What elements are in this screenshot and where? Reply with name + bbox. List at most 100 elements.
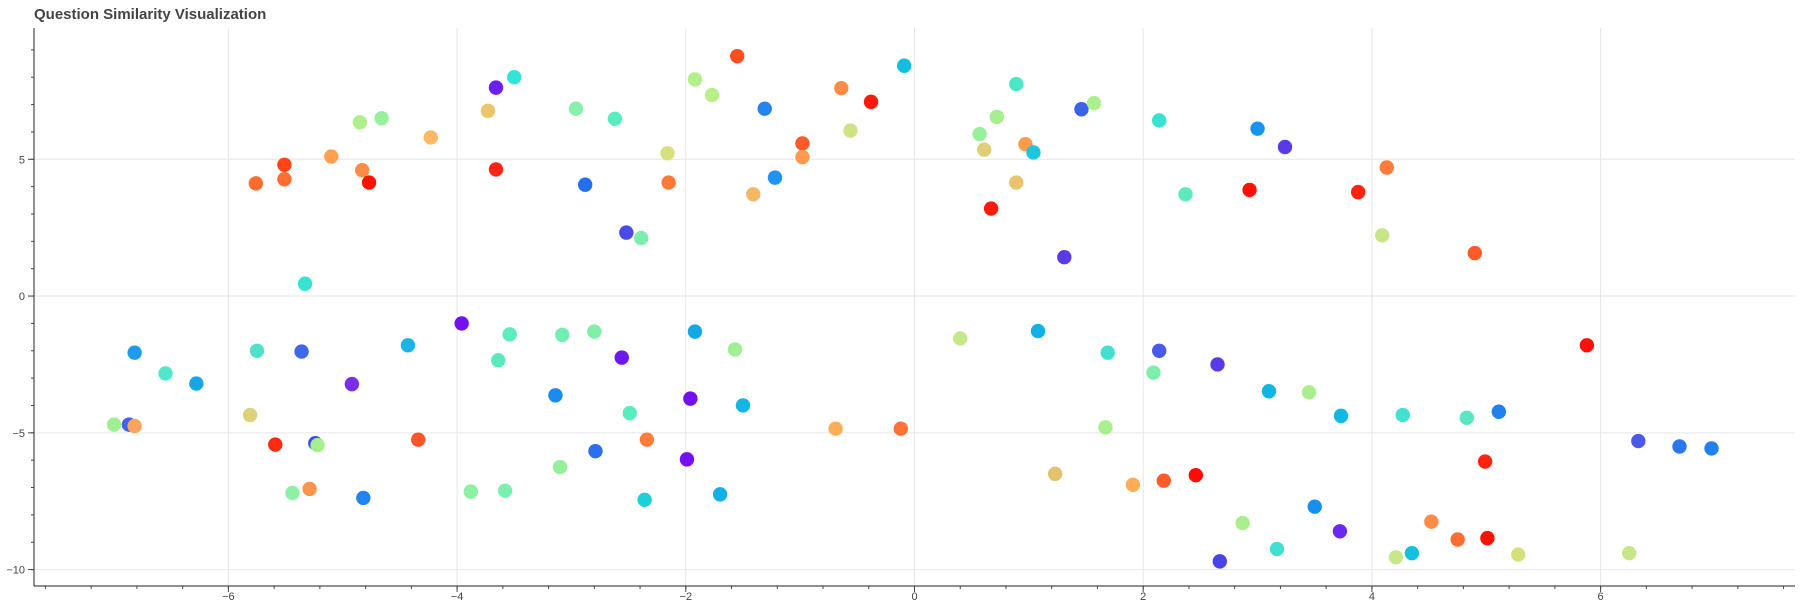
x-tick-label: 4: [1369, 591, 1375, 600]
data-point: [1250, 121, 1265, 136]
data-point: [1178, 187, 1193, 202]
data-point: [704, 87, 720, 103]
data-point: [1477, 454, 1493, 469]
data-point: [463, 484, 479, 499]
data-point: [1672, 439, 1687, 454]
data-point: [497, 483, 513, 499]
data-point: [1621, 545, 1637, 561]
data-point: [1379, 160, 1394, 175]
data-point: [687, 72, 703, 87]
data-point: [1631, 433, 1646, 449]
data-point: [577, 177, 593, 192]
data-point: [480, 103, 496, 119]
data-point: [622, 405, 637, 421]
data-point: [1210, 357, 1225, 372]
axes: −6 −4 −2 0 2 4 6 −10 −5 0 5: [6, 28, 1795, 600]
data-point: [1332, 524, 1348, 539]
data-point: [374, 111, 389, 126]
data-point: [1100, 345, 1115, 360]
y-tick-label: 0: [19, 291, 25, 303]
data-point: [1480, 530, 1495, 546]
data-point: [354, 163, 370, 178]
data-point: [683, 391, 698, 406]
data-point: [297, 276, 313, 291]
data-point: [687, 324, 703, 339]
data-point: [361, 175, 377, 190]
data-point: [344, 376, 360, 392]
data-point: [1098, 420, 1113, 435]
data-point: [1269, 541, 1285, 557]
data-point: [983, 201, 999, 216]
data-point: [454, 316, 469, 331]
x-tick-label: −6: [222, 591, 235, 600]
data-point: [488, 162, 504, 177]
data-point: [1125, 477, 1141, 492]
data-point: [679, 452, 695, 467]
data-point: [746, 187, 761, 202]
data-point: [1261, 384, 1277, 399]
data-point: [767, 170, 783, 185]
data-point: [1146, 365, 1161, 380]
data-point: [277, 157, 292, 172]
data-point: [660, 146, 675, 161]
data-point: [1047, 466, 1063, 482]
data-point: [502, 327, 517, 342]
data-point: [1450, 532, 1465, 547]
data-point: [843, 123, 858, 138]
x-tick-label: 2: [1140, 591, 1146, 600]
data-point: [294, 344, 309, 359]
data-point: [1152, 113, 1167, 128]
data-points: [106, 48, 1719, 569]
data-point: [127, 418, 142, 434]
y-tick-label: −10: [6, 565, 25, 577]
data-point: [1152, 343, 1167, 358]
data-point: [356, 490, 371, 506]
data-point: [1404, 545, 1420, 561]
data-point: [1086, 96, 1102, 111]
data-point: [953, 331, 968, 346]
data-point: [661, 175, 676, 190]
data-point: [989, 109, 1005, 125]
data-point: [1491, 404, 1507, 419]
data-point: [1057, 250, 1072, 265]
data-point: [1212, 554, 1228, 569]
data-point: [972, 126, 987, 142]
data-point: [1301, 385, 1317, 400]
data-point: [1424, 514, 1439, 529]
data-point: [189, 376, 204, 391]
data-point: [249, 343, 265, 358]
data-point: [1579, 338, 1595, 353]
data-point: [242, 407, 258, 423]
data-point: [1459, 410, 1475, 425]
data-point: [1511, 547, 1526, 562]
data-point: [1395, 407, 1410, 423]
data-point: [1030, 323, 1046, 339]
data-point: [712, 487, 728, 502]
data-point: [1188, 468, 1204, 483]
chart-title: Question Similarity Visualization: [34, 6, 267, 23]
data-point: [158, 366, 173, 381]
data-point: [1074, 102, 1089, 117]
data-point: [634, 230, 649, 246]
data-point: [1009, 175, 1024, 190]
data-point: [1374, 228, 1390, 243]
data-point: [863, 94, 879, 110]
x-tick-label: −4: [451, 591, 464, 600]
data-point: [302, 481, 317, 497]
data-point: [324, 149, 339, 164]
data-point: [757, 101, 772, 116]
data-point: [555, 327, 570, 343]
data-point: [730, 48, 745, 64]
data-point: [587, 324, 602, 339]
data-point: [1333, 408, 1349, 424]
data-point: [106, 417, 122, 432]
data-point: [423, 130, 438, 145]
data-point: [735, 398, 751, 413]
data-point: [727, 342, 743, 357]
data-point: [1467, 245, 1483, 261]
data-point: [1235, 515, 1250, 531]
data-point: [277, 172, 292, 187]
data-point: [491, 353, 506, 368]
